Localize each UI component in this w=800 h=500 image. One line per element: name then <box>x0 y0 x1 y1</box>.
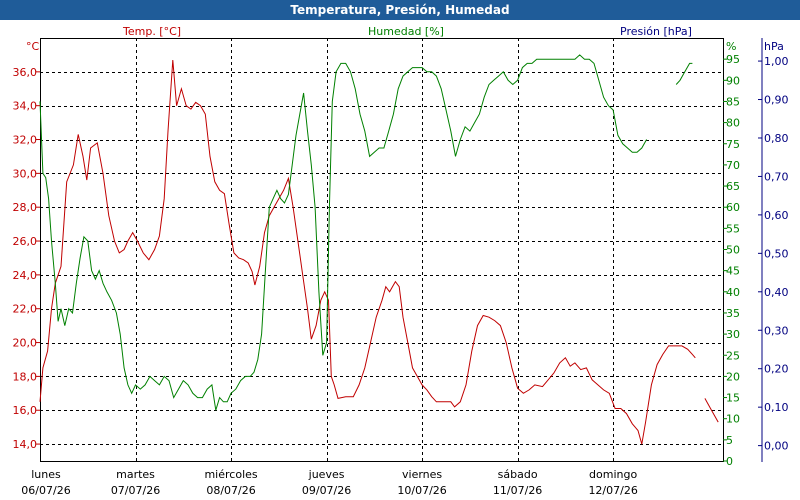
temperature-tick-label: 36,0 <box>13 66 38 79</box>
temperature-tick-label: 18,0 <box>13 370 38 383</box>
day-name-label: lunes <box>31 468 61 481</box>
day-name-label: sábado <box>498 468 538 481</box>
humidity-tick-label: 15 <box>726 392 740 405</box>
day-name-label: martes <box>116 468 155 481</box>
pressure-tick-label: 0,70 <box>764 170 789 183</box>
date-label: 07/07/26 <box>111 484 160 497</box>
date-label: 11/07/26 <box>493 484 542 497</box>
date-label: 12/07/26 <box>588 484 637 497</box>
pressure-tick-label: 1,00 <box>764 55 789 68</box>
pressure-tick-label: 0,90 <box>764 94 789 107</box>
pressure-tick-label: 0,10 <box>764 401 789 414</box>
title-bar <box>0 0 800 20</box>
temperature-tick-label: 28,0 <box>13 201 38 214</box>
temperature-tick-label: 32,0 <box>13 134 38 147</box>
humidity-tick-label: 0 <box>726 455 733 468</box>
temperature-tick-label: 24,0 <box>13 269 38 282</box>
day-name-label: domingo <box>589 468 637 481</box>
day-name-label: miércoles <box>204 468 257 481</box>
temperature-tick-label: 26,0 <box>13 235 38 248</box>
humidity-tick-label: 20 <box>726 370 740 383</box>
humidity-unit: % <box>726 40 736 53</box>
humidity-tick-label: 50 <box>726 244 740 257</box>
pressure-tick-label: 0,40 <box>764 286 789 299</box>
humidity-tick-label: 5 <box>726 434 733 447</box>
time-axis: lunes 06/07/26 martes 07/07/26 miércoles 08/0… <box>21 468 638 497</box>
humidity-tick-label: 35 <box>726 307 740 320</box>
humidity-tick-label: 95 <box>726 53 740 66</box>
humidity-tick-label: 75 <box>726 138 740 151</box>
series-layer <box>39 54 719 445</box>
temperature-tick-label: 14,0 <box>13 438 38 451</box>
pressure-tick-label: 0,30 <box>764 324 789 337</box>
temperature-tick-label: 34,0 <box>13 100 38 113</box>
humidity-tick-label: 40 <box>726 286 740 299</box>
temperature-axis: 14,0 16,0 18,0 20,0 22,0 24,0 26,0 28,0 30,0 32,0… <box>13 66 40 451</box>
chart-title: Temperatura, Presión, Humedad <box>290 3 509 17</box>
pressure-unit: hPa <box>764 40 784 53</box>
day-name-label: viernes <box>402 468 442 481</box>
grid <box>40 38 723 461</box>
date-label: 08/07/26 <box>206 484 255 497</box>
temperature-series-line <box>39 59 696 445</box>
humidity-tick-label: 80 <box>726 117 740 130</box>
pressure-tick-label: 0,50 <box>764 247 789 260</box>
humidity-axis-label: Humedad [%] <box>368 25 444 38</box>
day-name-label: jueves <box>308 468 345 481</box>
humidity-series-line <box>675 62 693 85</box>
pressure-tick-label: 0,60 <box>764 209 789 222</box>
temperature-tick-label: 30,0 <box>13 167 38 180</box>
humidity-tick-label: 70 <box>726 159 740 172</box>
temperature-series-line <box>704 398 719 423</box>
humidity-axis: 0 5 10 15 20 25 30 35 40 45 50 55 60 65 70 75 80 85 90 95 <box>723 53 740 468</box>
pressure-tick-label: 0,20 <box>764 363 789 376</box>
pressure-tick-label: 0,00 <box>764 440 789 453</box>
humidity-tick-label: 65 <box>726 180 740 193</box>
date-label: 10/07/26 <box>397 484 446 497</box>
temperature-unit: °C <box>26 40 40 53</box>
pressure-axis-label: Presión [hPa] <box>620 25 692 38</box>
humidity-tick-label: 10 <box>726 413 740 426</box>
date-label: 09/07/26 <box>302 484 351 497</box>
humidity-tick-label: 45 <box>726 265 740 278</box>
temperature-tick-label: 20,0 <box>13 337 38 350</box>
humidity-tick-label: 25 <box>726 349 740 362</box>
pressure-tick-label: 0,80 <box>764 132 789 145</box>
temperature-tick-label: 22,0 <box>13 303 38 316</box>
humidity-tick-label: 85 <box>726 95 740 108</box>
pressure-axis: 0,00 0,10 0,20 0,30 0,40 0,50 0,60 0,70 0,80 0,90… <box>758 55 789 453</box>
humidity-tick-label: 30 <box>726 328 740 341</box>
humidity-series-line <box>39 54 648 411</box>
temperature-axis-label: Temp. [°C] <box>122 25 181 38</box>
temperature-tick-label: 16,0 <box>13 404 38 417</box>
date-label: 06/07/26 <box>21 484 70 497</box>
humidity-tick-label: 90 <box>726 74 740 87</box>
humidity-tick-label: 60 <box>726 201 740 214</box>
humidity-tick-label: 55 <box>726 222 740 235</box>
